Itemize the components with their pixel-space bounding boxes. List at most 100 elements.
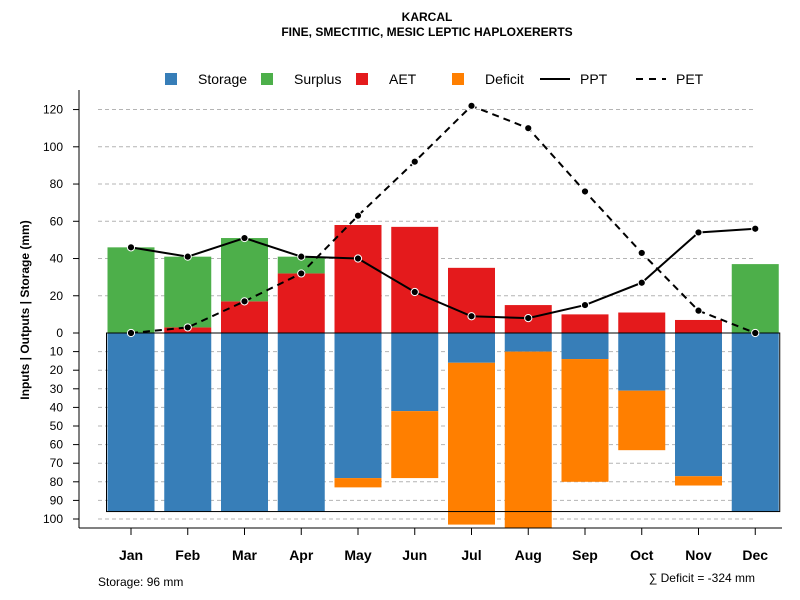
point-ppt <box>126 243 136 252</box>
tick-labels: 0 20 40 60 80 100 120 10 20 30 40 50 60 70 80 90 100 Jan F… <box>43 103 768 563</box>
y-tick-label: 0 <box>56 326 63 340</box>
bar-storage <box>618 333 666 391</box>
bar-surplus <box>164 256 212 328</box>
point-ppt <box>524 314 533 323</box>
bar-deficit <box>618 390 666 451</box>
bar-deficit <box>504 351 552 529</box>
y-tick-label: 90 <box>50 493 64 507</box>
series-lines <box>126 101 760 338</box>
bars <box>107 225 779 529</box>
point-pet <box>467 101 476 110</box>
y-tick-label: 70 <box>50 456 64 470</box>
point-ppt <box>297 252 306 261</box>
point-pet <box>410 157 419 166</box>
legend-swatch-aet <box>356 73 368 85</box>
y-tick-label: 100 <box>43 512 63 526</box>
axes <box>78 90 782 529</box>
point-pet <box>580 187 590 196</box>
bar-aet <box>221 301 268 333</box>
legend-swatch-deficit <box>452 73 464 85</box>
y-tick-label: 120 <box>43 103 63 117</box>
legend-label: Surplus <box>294 71 341 87</box>
point-pet <box>751 328 760 338</box>
chart-title: KARCAL <box>402 10 453 24</box>
point-ppt <box>751 224 760 233</box>
legend: Storage Surplus AET Deficit PPT PET <box>165 71 704 87</box>
bar-storage <box>164 333 212 512</box>
bar-storage <box>561 333 609 360</box>
bar-deficit <box>561 359 609 482</box>
bar-surplus <box>221 238 268 302</box>
bar-storage <box>334 333 382 479</box>
bar-storage <box>675 333 722 477</box>
y-tick-label: 40 <box>50 252 64 266</box>
y-tick-label: 20 <box>50 363 64 377</box>
bar-surplus <box>107 247 155 333</box>
bar-storage <box>504 333 552 352</box>
x-tick-label: Dec <box>742 547 768 563</box>
x-tick-label: Oct <box>630 547 654 563</box>
y-tick-label: 50 <box>50 419 64 433</box>
point-ppt <box>580 300 590 310</box>
x-tick-label: Sep <box>572 547 598 563</box>
y-axis-label: Inputs | Outputs | Storage (mm) <box>18 220 32 399</box>
bar-surplus <box>277 256 325 274</box>
x-tick-label: Jul <box>461 547 481 563</box>
point-pet <box>126 328 136 338</box>
bar-aet <box>391 226 439 333</box>
bar-deficit <box>448 362 495 525</box>
x-tick-label: Nov <box>685 547 712 563</box>
y-tick-label: 30 <box>50 382 64 396</box>
y-tick-label: 60 <box>50 438 64 452</box>
bar-aet <box>334 225 382 333</box>
line-pet <box>130 104 756 334</box>
bar-storage <box>448 333 495 363</box>
storage-footnote: Storage: 96 mm <box>98 575 183 589</box>
point-pet <box>694 306 703 315</box>
point-ppt <box>467 312 476 321</box>
bar-aet <box>277 273 325 333</box>
x-tick-label: May <box>344 547 371 563</box>
bar-deficit <box>334 478 382 488</box>
x-tick-label: Apr <box>289 547 314 563</box>
line-ppt <box>130 227 756 320</box>
point-ppt <box>240 233 249 243</box>
bar-aet <box>675 319 722 333</box>
legend-label: PET <box>676 71 704 87</box>
y-tick-label: 20 <box>50 289 64 303</box>
legend-label: Storage <box>198 71 247 87</box>
x-tick-label: Jan <box>119 547 143 563</box>
point-pet <box>353 211 363 220</box>
y-tick-label: 100 <box>43 140 63 154</box>
point-ppt <box>353 254 363 263</box>
x-tick-label: Mar <box>232 547 257 563</box>
bar-storage <box>277 333 325 512</box>
point-ppt <box>410 287 419 297</box>
point-pet <box>297 269 306 278</box>
legend-label: AET <box>389 71 417 87</box>
legend-label: Deficit <box>485 71 524 87</box>
point-ppt <box>694 228 703 237</box>
bar-surplus <box>731 264 779 333</box>
y-tick-label: 80 <box>50 177 64 191</box>
x-tick-label: Feb <box>175 547 200 563</box>
legend-label: PPT <box>580 71 608 87</box>
point-ppt <box>637 278 646 287</box>
bar-storage <box>391 333 439 412</box>
y-tick-label: 10 <box>50 345 64 359</box>
point-pet <box>240 297 249 306</box>
legend-swatch-storage <box>165 73 177 85</box>
point-pet <box>637 248 646 258</box>
bar-aet <box>618 312 666 333</box>
bar-deficit <box>675 476 722 486</box>
chart-subtitle: FINE, SMECTITIC, MESIC LEPTIC HAPLOXERER… <box>281 25 572 39</box>
x-tick-label: Aug <box>515 547 542 563</box>
bar-aet <box>561 314 609 333</box>
x-tick-label: Jun <box>402 547 427 563</box>
bar-storage <box>221 333 268 512</box>
bar-storage <box>731 333 779 512</box>
point-pet <box>183 323 192 332</box>
y-tick-label: 40 <box>50 400 64 414</box>
point-pet <box>524 124 533 133</box>
y-tick-label: 60 <box>50 214 64 228</box>
